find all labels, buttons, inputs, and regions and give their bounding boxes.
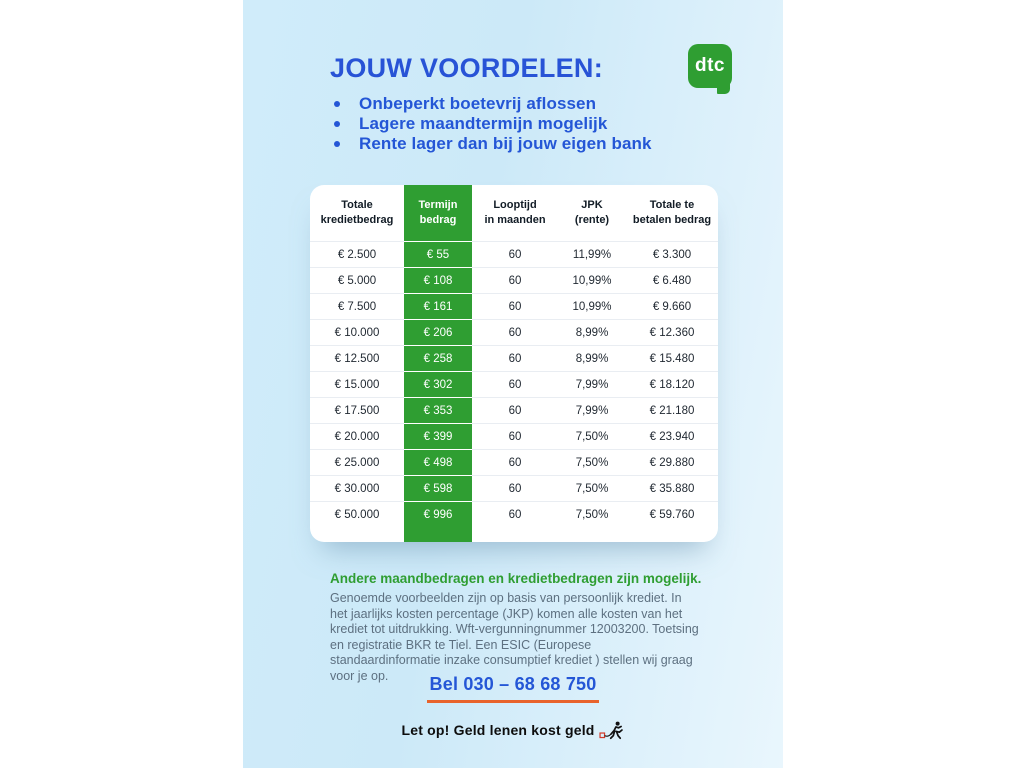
table-row: € 17.500 € 353 60 7,99% € 21.180 [310, 397, 718, 423]
table-cell: 7,50% [558, 475, 626, 501]
table-cell: € 35.880 [626, 475, 718, 501]
column-header: Totale kredietbedrag [320, 199, 394, 226]
table-cell: 7,99% [558, 371, 626, 397]
table-row: € 5.000 € 108 60 10,99% € 6.480 [310, 267, 718, 293]
table-cell: € 18.120 [626, 371, 718, 397]
dtc-logo: dtc [688, 44, 732, 94]
table-cell: € 10.000 [310, 319, 404, 345]
table-cell: 7,50% [558, 449, 626, 475]
table-row: € 50.000 € 996 60 7,50% € 59.760 [310, 501, 718, 527]
column-header: Termijn bedrag [404, 185, 472, 241]
table-cell: € 598 [404, 475, 472, 501]
credit-warning-text: Let op! Geld lenen kost geld [401, 722, 595, 738]
table-cell: € 996 [404, 501, 472, 527]
table-row: € 12.500 € 258 60 8,99% € 15.480 [310, 345, 718, 371]
table-cell: 60 [472, 423, 558, 449]
column-header: Looptijd in maanden [484, 199, 546, 226]
table-cell: € 30.000 [310, 475, 404, 501]
table-cell: € 7.500 [310, 293, 404, 319]
table-cell: € 55 [404, 241, 472, 267]
rate-table: Totale kredietbedrag Termijn bedrag Looptijd… [310, 185, 718, 542]
rate-table-body: € 2.500 € 55 60 11,99% € 3.300 € 5.000 € 108 60… [310, 241, 718, 542]
disclaimer-text: Genoemde voorbeelden zijn op basis van p… [330, 591, 699, 683]
money-burden-runner-icon [598, 721, 623, 740]
table-cell: 60 [472, 397, 558, 423]
table-cell: 60 [472, 319, 558, 345]
phone-link[interactable]: Bel 030 – 68 68 750 [426, 674, 600, 703]
table-row: € 15.000 € 302 60 7,99% € 18.120 [310, 371, 718, 397]
table-cell: € 206 [404, 319, 472, 345]
table-cell: € 353 [404, 397, 472, 423]
table-row: € 7.500 € 161 60 10,99% € 9.660 [310, 293, 718, 319]
table-row: € 2.500 € 55 60 11,99% € 3.300 [310, 241, 718, 267]
table-cell: 60 [472, 267, 558, 293]
table-cell: 10,99% [558, 267, 626, 293]
column-header: Totale te betalen bedrag [632, 199, 712, 226]
table-cell: € 302 [404, 371, 472, 397]
table-cell: € 50.000 [310, 501, 404, 527]
table-cell: 11,99% [558, 241, 626, 267]
table-cell: € 12.500 [310, 345, 404, 371]
rate-table-header-row: Totale kredietbedrag Termijn bedrag Looptijd… [310, 185, 718, 241]
benefit-item: Onbeperkt boetevrij aflossen [332, 94, 652, 114]
table-row: € 25.000 € 498 60 7,50% € 29.880 [310, 449, 718, 475]
table-cell: 7,99% [558, 397, 626, 423]
table-cell: 60 [472, 345, 558, 371]
credit-warning-row: Let op! Geld lenen kost geld [243, 720, 783, 740]
table-cell: 60 [472, 449, 558, 475]
table-cell: € 498 [404, 449, 472, 475]
table-spacer-cell [310, 527, 404, 542]
table-cell: € 15.000 [310, 371, 404, 397]
table-cell: 8,99% [558, 345, 626, 371]
table-cell: € 5.000 [310, 267, 404, 293]
table-cell: € 17.500 [310, 397, 404, 423]
table-spacer-cell [404, 527, 472, 542]
table-cell: € 161 [404, 293, 472, 319]
table-cell: € 20.000 [310, 423, 404, 449]
table-cell: € 15.480 [626, 345, 718, 371]
table-cell: € 6.480 [626, 267, 718, 293]
table-cell: 60 [472, 475, 558, 501]
benefits-list: Onbeperkt boetevrij aflossen Lagere maand… [332, 94, 652, 154]
other-amounts-note: Andere maandbedragen en kredietbedragen … [330, 571, 702, 586]
table-cell: € 59.760 [626, 501, 718, 527]
table-cell: € 23.940 [626, 423, 718, 449]
dtc-logo-text: dtc [695, 55, 725, 76]
table-cell: 7,50% [558, 423, 626, 449]
table-cell: € 21.180 [626, 397, 718, 423]
flyer-canvas: JOUW VOORDELEN: Onbeperkt boetevrij aflo… [243, 0, 783, 768]
page-title: JOUW VOORDELEN: [330, 53, 604, 83]
table-cell: € 258 [404, 345, 472, 371]
table-cell: 60 [472, 501, 558, 527]
table-cell: € 3.300 [626, 241, 718, 267]
table-cell: € 399 [404, 423, 472, 449]
table-cell: 7,50% [558, 501, 626, 527]
table-row: € 30.000 € 598 60 7,50% € 35.880 [310, 475, 718, 501]
benefit-item: Lagere maandtermijn mogelijk [332, 114, 652, 134]
table-cell: € 29.880 [626, 449, 718, 475]
benefit-item: Rente lager dan bij jouw eigen bank [332, 134, 652, 154]
table-cell: € 2.500 [310, 241, 404, 267]
table-cell: € 9.660 [626, 293, 718, 319]
column-header: JPK (rente) [574, 199, 610, 226]
table-cell: 60 [472, 371, 558, 397]
phone-cta-row: Bel 030 – 68 68 750 [243, 674, 783, 703]
rate-table-card: Totale kredietbedrag Termijn bedrag Looptijd… [310, 185, 718, 542]
table-row: € 10.000 € 206 60 8,99% € 12.360 [310, 319, 718, 345]
table-spacer-cell [558, 527, 626, 542]
table-cell: 10,99% [558, 293, 626, 319]
table-cell: € 25.000 [310, 449, 404, 475]
table-cell: 8,99% [558, 319, 626, 345]
table-spacer-row [310, 527, 718, 542]
table-spacer-cell [626, 527, 718, 542]
table-spacer-cell [472, 527, 558, 542]
table-cell: € 108 [404, 267, 472, 293]
table-cell: 60 [472, 241, 558, 267]
table-cell: 60 [472, 293, 558, 319]
table-row: € 20.000 € 399 60 7,50% € 23.940 [310, 423, 718, 449]
table-cell: € 12.360 [626, 319, 718, 345]
